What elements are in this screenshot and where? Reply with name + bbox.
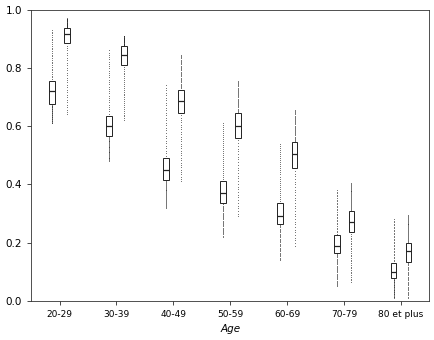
Bar [178,90,183,113]
Bar [106,116,112,136]
Bar [64,29,69,43]
X-axis label: Age: Age [220,324,240,335]
Bar [404,243,410,261]
Bar [276,203,282,224]
Bar [390,263,395,277]
Bar [333,235,339,253]
Bar [348,210,354,233]
Bar [291,142,297,168]
Bar [220,182,225,203]
Bar [121,46,126,65]
Bar [234,113,240,138]
Bar [49,81,55,104]
Bar [163,158,168,180]
